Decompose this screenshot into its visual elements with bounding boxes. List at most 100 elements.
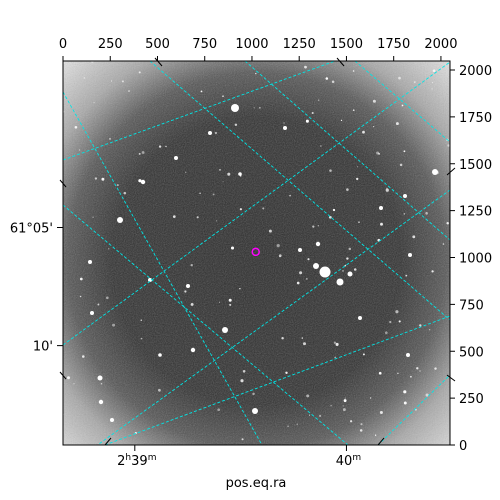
right-axis: 0 250 500 750 1000 1250 1500 1750 2000 <box>450 64 492 454</box>
star <box>217 408 221 412</box>
ra-tick-label: 40m <box>336 453 361 469</box>
x-tick-label: 2000 <box>424 37 457 52</box>
target-marker <box>251 247 260 257</box>
star <box>419 324 422 327</box>
star <box>401 104 404 107</box>
star <box>428 329 431 331</box>
star <box>83 77 85 79</box>
star <box>97 303 100 306</box>
star <box>442 243 445 245</box>
star <box>346 257 349 260</box>
ra-tick-label: 2h39m <box>117 453 156 469</box>
star <box>325 77 329 80</box>
world-frame-tick <box>59 371 67 380</box>
star <box>242 370 246 373</box>
star <box>238 172 242 176</box>
star <box>347 271 353 277</box>
star <box>435 171 439 175</box>
star <box>123 191 127 195</box>
x-tick-label: 1250 <box>283 37 316 52</box>
star <box>357 166 359 168</box>
star <box>406 353 410 357</box>
star <box>208 131 212 135</box>
star <box>425 212 428 215</box>
y-tick-label: 750 <box>459 298 484 313</box>
star <box>186 284 190 288</box>
star <box>110 418 114 422</box>
star <box>138 71 141 74</box>
star <box>369 397 372 399</box>
star <box>78 149 81 151</box>
star <box>320 145 322 147</box>
grid-line <box>63 91 263 445</box>
star <box>397 372 399 375</box>
star <box>287 425 289 428</box>
grid-line <box>104 315 450 445</box>
star <box>141 151 145 154</box>
star <box>140 319 143 321</box>
star <box>431 270 434 273</box>
grid-line <box>244 61 450 241</box>
star <box>332 208 336 212</box>
star <box>200 90 203 93</box>
star <box>403 401 407 405</box>
star <box>432 169 438 175</box>
star <box>190 302 194 306</box>
star <box>398 320 401 323</box>
world-frame-tick <box>154 57 163 67</box>
star <box>319 266 331 278</box>
star <box>380 222 383 226</box>
star <box>128 90 130 92</box>
star <box>174 156 178 160</box>
star <box>74 125 78 129</box>
star <box>318 99 320 101</box>
star <box>82 355 85 358</box>
star <box>446 222 449 225</box>
star <box>88 260 92 264</box>
star <box>140 337 143 340</box>
star <box>425 393 429 397</box>
star <box>234 123 238 127</box>
x-tick-label: 750 <box>192 37 217 52</box>
star <box>138 179 142 183</box>
star <box>346 188 349 191</box>
grid-line <box>63 61 336 161</box>
star <box>419 370 421 372</box>
star <box>158 388 161 392</box>
star <box>398 76 401 80</box>
world-axis: 2h39m 40m 61°05' 10' <box>10 57 456 469</box>
y-tick-label: 250 <box>459 392 484 407</box>
star <box>252 408 258 414</box>
star <box>319 414 322 417</box>
star <box>342 408 346 412</box>
star <box>259 107 261 109</box>
star <box>79 295 82 298</box>
star <box>94 177 98 180</box>
star <box>79 277 83 281</box>
star <box>304 65 307 69</box>
star <box>340 119 343 122</box>
star <box>239 175 242 177</box>
star <box>239 208 242 211</box>
star <box>229 303 232 306</box>
star <box>301 337 303 339</box>
star <box>190 264 193 267</box>
star <box>358 221 360 223</box>
star <box>416 367 419 370</box>
star <box>352 70 355 72</box>
star <box>138 152 141 155</box>
star <box>190 347 196 353</box>
star <box>222 327 228 333</box>
star <box>212 193 215 196</box>
star <box>109 137 111 140</box>
star <box>374 434 377 436</box>
star <box>373 126 375 128</box>
x-axis-title: pos.eq.ra <box>226 476 287 491</box>
star <box>376 151 380 155</box>
star <box>239 288 241 290</box>
star <box>100 382 103 385</box>
star <box>296 281 300 285</box>
star <box>231 104 239 112</box>
x-tick-label: 0 <box>59 37 67 52</box>
star <box>330 405 332 407</box>
